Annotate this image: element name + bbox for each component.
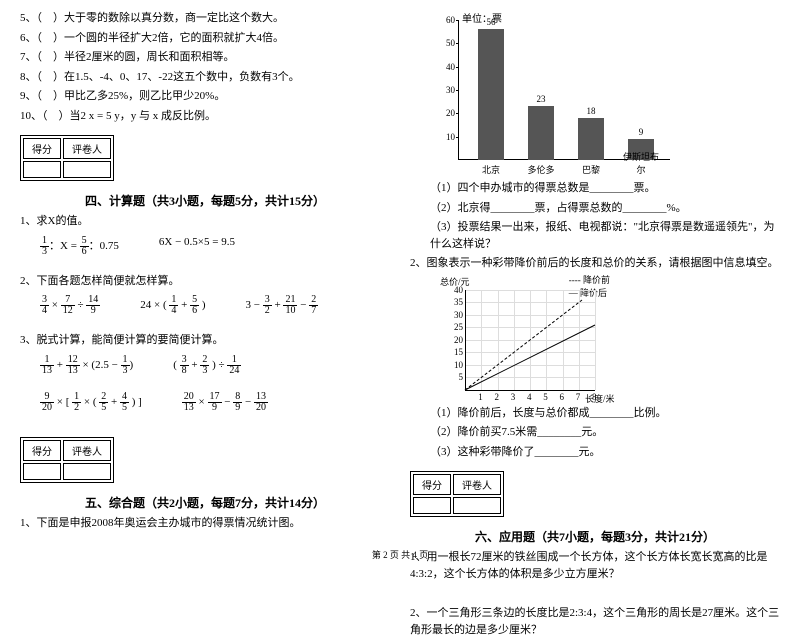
q4-1: 1、求X的值。 xyxy=(20,213,390,230)
bar-北京 xyxy=(478,29,504,160)
right-column: 单位：票 10203040506056北京23多伦多18巴黎9伊斯坦布尔 （1）… xyxy=(410,10,780,641)
chart-q1: （1）四个申办城市的得票总数是________票。 xyxy=(410,180,780,197)
q4-2: 2、下面各题怎样简便就怎样算。 xyxy=(20,273,390,290)
tf-8: 8、（ ）在1.5、-4、0、17、-22这五个数中，负数有3个。 xyxy=(20,69,390,86)
left-column: 5、（ ）大于零的数除以真分数，商一定比这个数大。 6、（ ）一个圆的半径扩大2… xyxy=(20,10,390,641)
tf-7: 7、（ ）半径2厘米的圆，周长和面积相等。 xyxy=(20,49,390,66)
line-q1: （1）降价前后，长度与总价都成________比例。 xyxy=(410,405,780,422)
line-q2: （2）降价前买7.5米需________元。 xyxy=(410,424,780,441)
tf-5: 5、（ ）大于零的数除以真分数，商一定比这个数大。 xyxy=(20,10,390,27)
score-hdr-2: 评卷人 xyxy=(63,138,111,159)
chart-q3: （3）投票结果一出来，报纸、电视都说："北京得票是数遥遥领先"，为什么这样说？ xyxy=(410,219,780,252)
tf-9: 9、（ ）甲比乙多25%，则乙比甲少20%。 xyxy=(20,88,390,105)
bar-多伦多 xyxy=(528,106,554,160)
score-hdr-1: 得分 xyxy=(23,138,61,159)
bar-chart: 单位：票 10203040506056北京23多伦多18巴黎9伊斯坦布尔 xyxy=(440,10,680,180)
score-box-6: 得分 评卷人 xyxy=(410,471,504,517)
tf-6: 6、（ ）一个圆的半径扩大2倍，它的面积就扩大4倍。 xyxy=(20,30,390,47)
section-5-title: 五、综合题（共2小题，每题7分，共计14分） xyxy=(20,494,390,511)
section-4-title: 四、计算题（共3小题，每题5分，共计15分） xyxy=(20,192,390,209)
line-chart: ---- 降价前 — 降价后 总价/元长度/米12345678510152025… xyxy=(440,275,620,405)
bar-巴黎 xyxy=(578,118,604,160)
score-box-4: 得分 评卷人 xyxy=(20,135,114,181)
q6-2: 2、一个三角形三条边的长度比是2:3:4，这个三角形的周长是27厘米。这个三角形… xyxy=(410,605,780,638)
score-box-5: 得分 评卷人 xyxy=(20,437,114,483)
q4-3-exprs-2: 920 × [ 12 × ( 25 + 45 ) ] 2013 × 179 − … xyxy=(40,392,390,413)
q4-1-exprs: 13：X = 56：0.75 6X − 0.5×5 = 9.5 xyxy=(40,236,390,257)
q4-3: 3、脱式计算，能简便计算的要简便计算。 xyxy=(20,332,390,349)
q4-3-exprs-1: 113 + 1213 × (2.5 − 13) ( 38 + 23 ) ÷ 12… xyxy=(40,355,390,376)
q5-1: 1、下面是申报2008年奥运会主办城市的得票情况统计图。 xyxy=(20,515,390,532)
section-6-title: 六、应用题（共7小题，每题3分，共计21分） xyxy=(410,528,780,545)
line-q3: （3）这种彩带降价了________元。 xyxy=(410,444,780,461)
chart-q2: （2）北京得________票，占得票总数的________%。 xyxy=(410,200,780,217)
q4-2-exprs: 34 × 712 ÷ 149 24 × ( 14 + 56 ) 3 − 32 +… xyxy=(40,295,390,316)
page-footer: 第 2 页 共 4 页 xyxy=(0,548,800,561)
tf-10: 10、（ ）当2 x = 5 y，y 与 x 成反比例。 xyxy=(20,108,390,125)
q2-intro: 2、图象表示一种彩带降价前后的长度和总价的关系，请根据图中信息填空。 xyxy=(410,255,780,272)
